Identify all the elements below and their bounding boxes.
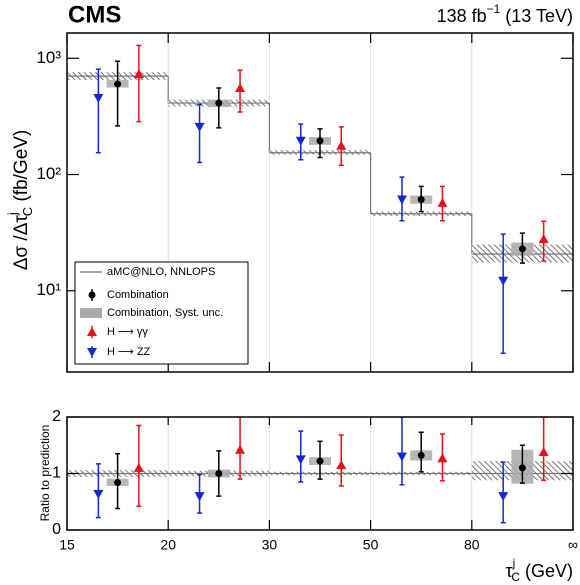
legend-label: Combination bbox=[107, 289, 169, 301]
x-tick-label: 15 bbox=[59, 537, 75, 553]
marker bbox=[133, 69, 144, 79]
marker bbox=[396, 195, 407, 205]
x-axis-label: τj C (GeV) bbox=[506, 556, 573, 584]
marker bbox=[417, 195, 425, 203]
marker bbox=[194, 492, 205, 502]
x-label-sup: j bbox=[512, 556, 516, 570]
y-label-main: Δσ /Δτ bbox=[11, 215, 32, 271]
marker bbox=[215, 99, 223, 107]
y-tick-label: 1 bbox=[52, 465, 61, 482]
y-axis-label: Δσ /ΔτjC (fb/GeV) bbox=[5, 130, 35, 271]
lumi-label: 138 fb−1 (13 TeV) bbox=[437, 2, 573, 26]
legend-box bbox=[74, 261, 249, 365]
legend-label: aMC@NLO, NNLOPS bbox=[107, 266, 215, 278]
y-tick-label: 10³ bbox=[36, 48, 61, 67]
marker bbox=[93, 489, 104, 499]
marker bbox=[316, 137, 324, 145]
ratio-frame bbox=[66, 416, 574, 531]
marker bbox=[133, 462, 144, 472]
legend: aMC@NLO, NNLOPS Combination Combination, S… bbox=[80, 266, 223, 358]
marker bbox=[417, 451, 425, 459]
legend-label: Combination, Syst. unc. bbox=[107, 307, 223, 319]
marker bbox=[396, 452, 407, 462]
y-label-sub: C bbox=[20, 207, 35, 216]
experiment-label: CMS bbox=[68, 1, 121, 28]
marker bbox=[194, 122, 205, 132]
marker bbox=[316, 457, 324, 465]
marker bbox=[518, 245, 526, 253]
marker bbox=[498, 492, 509, 502]
marker bbox=[518, 464, 526, 472]
marker bbox=[93, 94, 104, 104]
x-tick-label: 50 bbox=[363, 537, 379, 553]
marker bbox=[336, 140, 347, 150]
marker bbox=[437, 197, 448, 207]
legend-syst bbox=[80, 308, 102, 318]
marker bbox=[114, 479, 122, 487]
marker bbox=[538, 234, 549, 244]
marker bbox=[498, 276, 509, 286]
marker bbox=[215, 470, 223, 477]
x-label-main: τ bbox=[506, 561, 513, 581]
x-tick-label: 20 bbox=[160, 537, 176, 553]
y-label-sup: j bbox=[5, 212, 20, 216]
main-plot bbox=[67, 33, 573, 372]
x-tick-label: 80 bbox=[464, 537, 480, 553]
marker bbox=[336, 460, 347, 470]
y-tick-label: 0 bbox=[52, 521, 61, 538]
x-tick-label: ∞ bbox=[568, 537, 578, 553]
ratio-plot bbox=[67, 417, 573, 530]
marker bbox=[88, 291, 96, 299]
ratio-y-label: Ratio to prediction bbox=[38, 425, 52, 522]
y-label-unit: (fb/GeV) bbox=[11, 130, 32, 207]
marker bbox=[235, 83, 246, 93]
y-tick-label: 10¹ bbox=[36, 280, 61, 299]
marker bbox=[538, 447, 549, 457]
axes: 10¹ 10² 10³ 0 1 2 15 20 30 50 80 ∞ bbox=[36, 33, 578, 553]
marker bbox=[87, 348, 97, 357]
main-frame bbox=[66, 32, 574, 373]
y-tick-label: 2 bbox=[52, 408, 61, 425]
lumi: 138 fb bbox=[437, 6, 487, 26]
marker bbox=[87, 327, 97, 336]
lumi-sup: −1 bbox=[487, 2, 501, 16]
x-label-sub: C bbox=[511, 570, 520, 584]
y-tick-label: 10² bbox=[36, 164, 61, 183]
x-label-unit: (GeV) bbox=[520, 561, 573, 581]
marker bbox=[437, 453, 448, 463]
marker bbox=[295, 136, 306, 146]
marker bbox=[114, 80, 122, 88]
legend-label: H ⟶ γγ bbox=[107, 326, 148, 338]
x-tick-label: 30 bbox=[262, 537, 278, 553]
legend-label: H ⟶ ZZ bbox=[107, 346, 151, 358]
marker bbox=[235, 444, 246, 454]
lumi-energy: (13 TeV) bbox=[500, 6, 573, 26]
marker bbox=[295, 455, 306, 465]
